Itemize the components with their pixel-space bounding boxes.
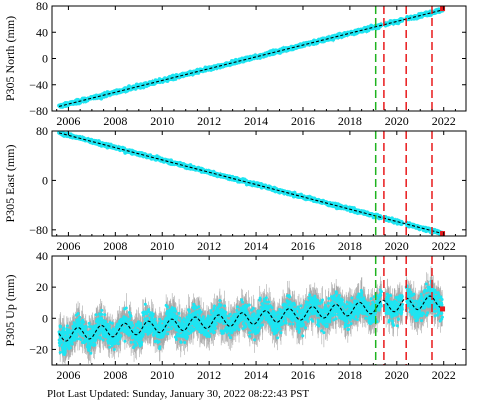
- model-fit-line: [58, 132, 443, 235]
- error-bars: [58, 266, 443, 365]
- data-points: [57, 131, 445, 236]
- panel-2: 2006 2008 2010 2012 2014 2016 2018 2020 2022 −80 0…: [3, 124, 467, 253]
- y-axis: −80 0 80: [29, 124, 466, 237]
- y-tick-label: 0: [42, 173, 48, 187]
- y-tick-label: −80: [29, 223, 48, 237]
- panel-1: 2006 2008 2010 2012 2014 2016 2018 2020 2022−80−…: [3, 0, 467, 128]
- x-tick-label: 2008: [103, 114, 127, 128]
- x-tick-label: 2018: [338, 239, 362, 253]
- latest-point-marker: [440, 6, 446, 12]
- plot-area: [57, 266, 446, 365]
- axes-frame: [51, 130, 467, 237]
- y-tick-label: −80: [29, 104, 48, 118]
- y-tick-label: 80: [36, 124, 48, 138]
- x-tick-label: 2020: [385, 114, 409, 128]
- x-tick-label: 2008: [103, 239, 127, 253]
- x-tick-label: 2022: [432, 239, 456, 253]
- x-tick-label: 2010: [150, 239, 174, 253]
- model-fit-line: [58, 9, 443, 107]
- x-tick-label: 2022: [432, 114, 456, 128]
- x-axis: 2006 2008 2010 2012 2014 2016 2018 2020 2022: [56, 131, 456, 253]
- x-tick-label: 2020: [385, 239, 409, 253]
- x-axis: 2006 2008 2010 2012 2014 2016 2018 2020 2022: [56, 6, 456, 128]
- x-tick-label: 2018: [338, 114, 362, 128]
- y-tick-label: 40: [36, 25, 48, 39]
- x-tick-label: 2006: [56, 114, 80, 128]
- x-tick-label: 2016: [291, 239, 315, 253]
- x-tick-label: 2014: [244, 239, 268, 253]
- x-tick-label: 2014: [244, 114, 268, 128]
- x-tick-label: 2012: [197, 114, 221, 128]
- x-tick-label: 2006: [56, 239, 80, 253]
- panel-3: 2006 2008 2010 2012 2014 2016 2018 2020 2022−200…: [3, 249, 467, 382]
- plot-area: [57, 131, 446, 236]
- y-axis: −80 −40 0 40 80: [29, 0, 466, 118]
- y-tick-label: 80: [36, 0, 48, 13]
- latest-point-marker: [440, 231, 446, 236]
- plot-area: [57, 6, 446, 109]
- y-axis-label: P305 North (mm): [3, 16, 17, 101]
- y-tick-label: 0: [42, 52, 48, 66]
- y-axis-label: P305 East (mm): [3, 145, 17, 223]
- data-point: [379, 215, 384, 220]
- x-tick-label: 2016: [291, 114, 315, 128]
- x-tick-label: 2010: [150, 114, 174, 128]
- x-tick-label: 2012: [197, 239, 221, 253]
- y-tick-label: −40: [29, 78, 48, 92]
- data-point: [400, 17, 405, 22]
